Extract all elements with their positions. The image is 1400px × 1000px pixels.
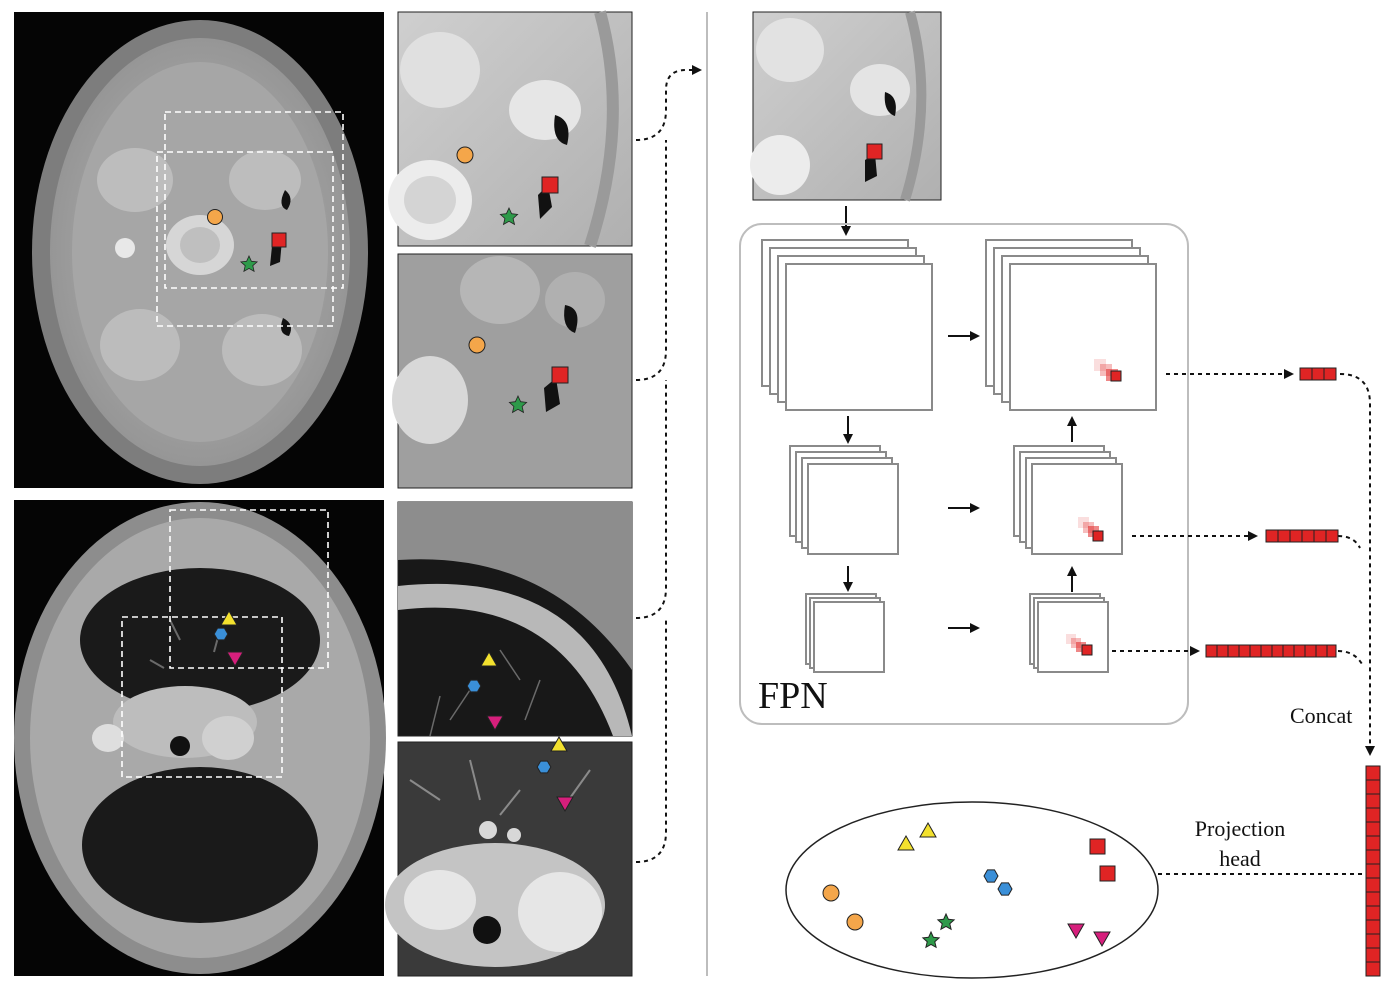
decoder-level-1 — [985, 239, 1157, 411]
projection-head-label-line1: Projection — [1195, 816, 1285, 841]
encoder-level-3 — [805, 593, 885, 673]
concat-label: Concat — [1290, 703, 1352, 728]
embedding-space — [785, 801, 1159, 979]
ct-scan-abdomen — [14, 12, 384, 488]
crop-abdomen-1 — [388, 10, 633, 248]
crop-chest-1 — [397, 501, 633, 737]
projection-head-label-line2: head — [1219, 846, 1261, 871]
fpn-box — [739, 223, 1189, 725]
feature-vector-level-2 — [1265, 529, 1339, 543]
crop-abdomen-2 — [392, 253, 633, 489]
model-input-crop — [750, 10, 942, 202]
concat-vector — [1365, 765, 1381, 977]
crop-connector — [635, 65, 702, 863]
output-arrows — [1112, 369, 1375, 879]
embedding-points — [822, 821, 1116, 949]
fpn-label: FPN — [758, 675, 828, 717]
feature-vector-level-3 — [1205, 644, 1337, 658]
encoder-level-2 — [789, 445, 899, 555]
decoder-level-3 — [1029, 593, 1109, 673]
crop-chest-2 — [385, 735, 633, 977]
feature-vector-level-1 — [1299, 367, 1337, 381]
encoder-level-1 — [761, 239, 933, 411]
ct-scan-chest — [14, 500, 386, 976]
decoder-level-2 — [1013, 445, 1123, 555]
